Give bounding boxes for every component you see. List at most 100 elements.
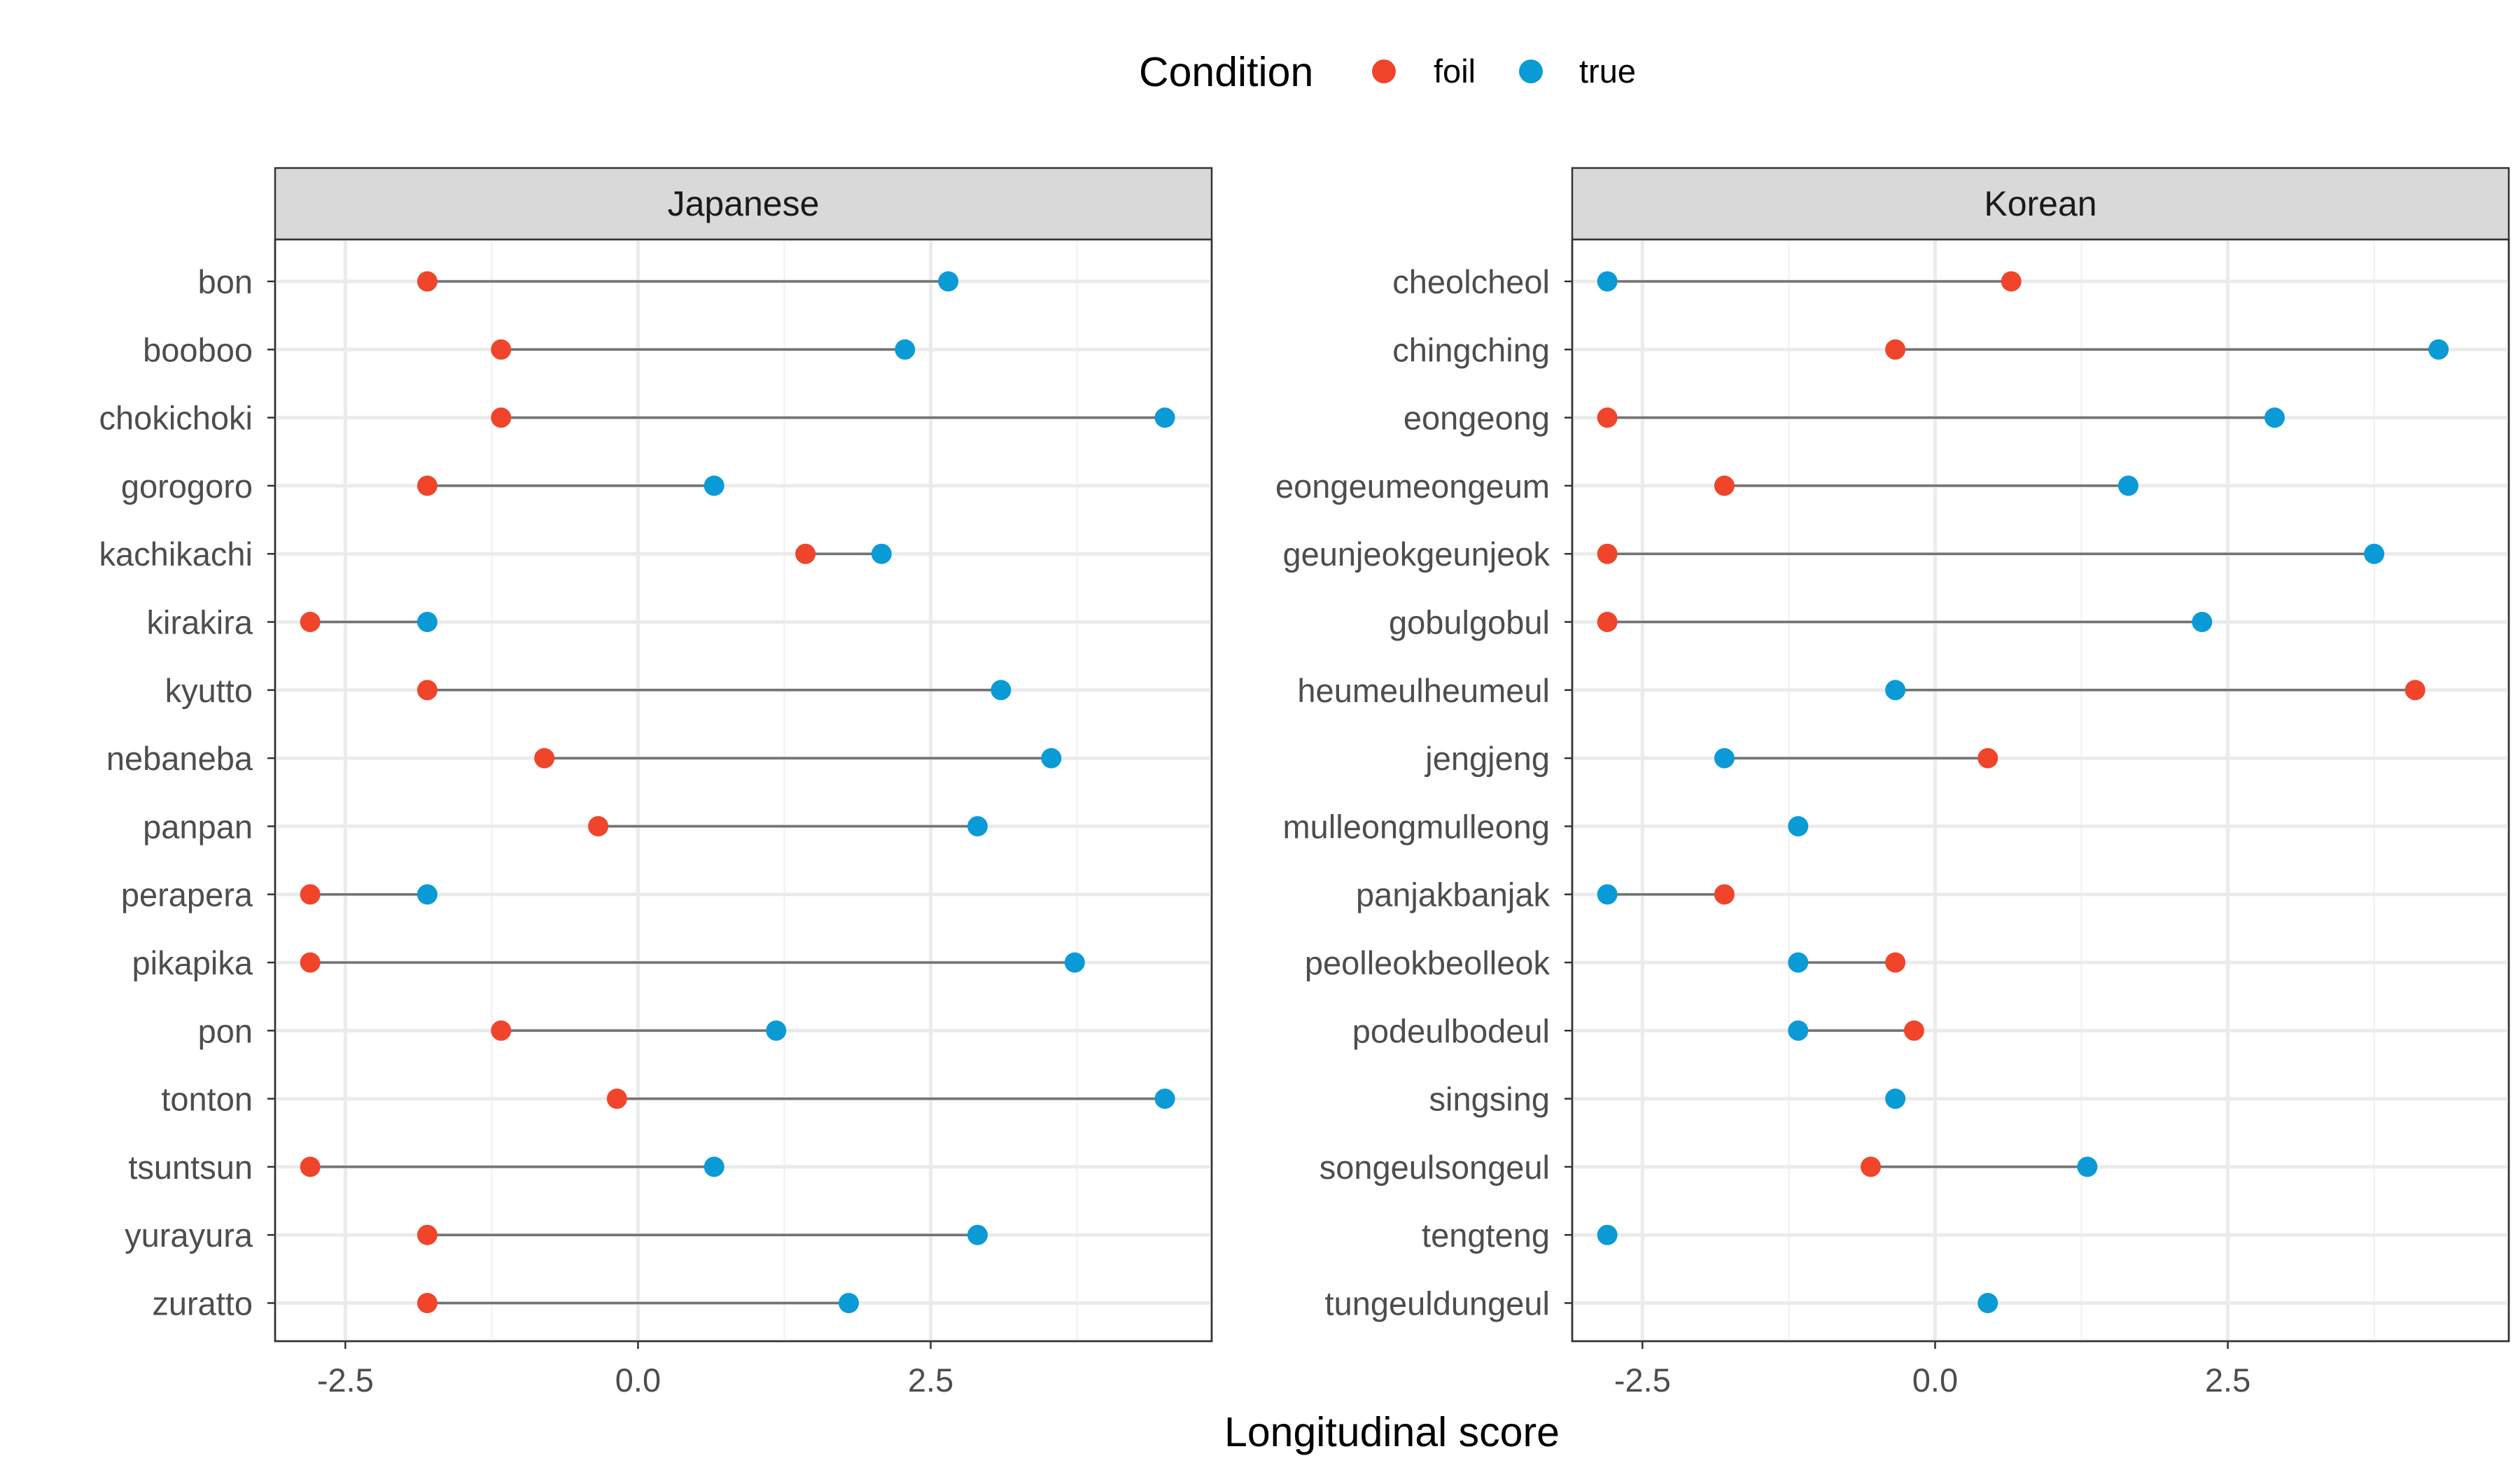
- point-foil-kyutto: [416, 680, 438, 701]
- legend-label-foil: foil: [1434, 52, 1476, 90]
- point-true-podeulbodeul: [1788, 1020, 1809, 1041]
- y-tick-label: pon: [198, 1012, 253, 1049]
- point-true-eongeumeongeum: [2118, 475, 2138, 496]
- y-tick-label: chingching: [1392, 331, 1550, 368]
- y-tick-label: chokichoki: [99, 400, 253, 437]
- point-true-eongeong: [2264, 407, 2285, 428]
- point-true-gobulgobul: [2192, 612, 2213, 632]
- y-tick-label: kyutto: [165, 672, 253, 709]
- point-true-tungeuldungeul: [1977, 1293, 1998, 1313]
- legend-title: Condition: [1139, 49, 1313, 95]
- point-foil-chingching: [1885, 339, 1906, 360]
- point-true-booboo: [895, 339, 916, 360]
- point-foil-cheolcheol: [2001, 271, 2022, 292]
- point-true-panjakbanjak: [1597, 884, 1618, 905]
- x-tick-label: -2.5: [317, 1362, 374, 1399]
- point-foil-gobulgobul: [1597, 612, 1618, 632]
- y-tick-label: gorogoro: [121, 468, 253, 505]
- point-true-panpan: [967, 816, 988, 836]
- point-true-peolleokbeolleok: [1788, 952, 1809, 973]
- facet-strip: [1571, 167, 2510, 241]
- point-foil-heumeulheumeul: [2404, 680, 2426, 701]
- point-true-nebaneba: [1041, 748, 1062, 769]
- y-tick-label: kirakira: [147, 604, 253, 641]
- y-tick-label: mulleongmulleong: [1283, 808, 1550, 845]
- point-foil-panjakbanjak: [1714, 884, 1735, 905]
- legend: Condition foil true: [1139, 49, 1636, 95]
- point-true-tengteng: [1597, 1224, 1618, 1245]
- y-tick-label: tsuntsun: [128, 1149, 253, 1186]
- point-true-perapera: [416, 884, 438, 905]
- point-true-kyutto: [990, 680, 1011, 701]
- y-tick-label: tengteng: [1422, 1217, 1550, 1254]
- panels: Japanese bon booboo chokichoki gorogoro kachi…: [99, 167, 2510, 1399]
- facet-title: Japanese: [668, 184, 820, 223]
- y-tick-label: gobulgobul: [1389, 604, 1550, 641]
- point-foil-booboo: [491, 339, 512, 360]
- point-true-tonton: [1154, 1088, 1175, 1110]
- y-tick-label: eongeumeongeum: [1275, 468, 1550, 505]
- point-foil-kirakira: [300, 612, 321, 632]
- point-true-songeulsongeul: [2077, 1156, 2098, 1177]
- point-foil-eongeong: [1597, 407, 1618, 428]
- point-foil-gorogoro: [416, 475, 438, 496]
- y-tick-label: cheolcheol: [1392, 263, 1550, 300]
- point-foil-songeulsongeul: [1860, 1156, 1881, 1177]
- point-foil-panpan: [588, 816, 609, 836]
- point-foil-podeulbodeul: [1903, 1020, 1924, 1041]
- x-tick-label: 2.5: [2205, 1362, 2250, 1399]
- x-tick-label: 0.0: [615, 1362, 661, 1399]
- facet-strip: [274, 167, 1213, 241]
- point-foil-eongeumeongeum: [1714, 475, 1735, 496]
- y-tick-label: kachikachi: [99, 536, 253, 573]
- point-foil-tonton: [606, 1088, 627, 1110]
- panel-background: [274, 238, 1213, 1343]
- point-foil-zuratto: [416, 1293, 438, 1313]
- panel-korean: Korean cheolcheol chingching eongeong eongeu…: [1275, 167, 2510, 1399]
- y-tick-label: perapera: [121, 876, 253, 913]
- legend-key-foil: [1372, 59, 1396, 83]
- point-true-chokichoki: [1154, 407, 1175, 428]
- point-foil-pikapika: [300, 952, 321, 973]
- point-foil-tsuntsun: [300, 1156, 321, 1177]
- y-tick-label: panjakbanjak: [1356, 876, 1550, 913]
- point-true-jengjeng: [1714, 748, 1735, 769]
- x-tick-label: -2.5: [1614, 1362, 1671, 1399]
- point-true-tsuntsun: [704, 1156, 724, 1177]
- legend-label-true: true: [1579, 52, 1636, 90]
- y-tick-label: heumeulheumeul: [1297, 672, 1550, 709]
- y-tick-label: panpan: [143, 808, 253, 845]
- x-tick-label: 2.5: [908, 1362, 953, 1399]
- point-foil-yurayura: [416, 1224, 438, 1245]
- point-true-mulleongmulleong: [1788, 816, 1809, 836]
- y-tick-label: tonton: [161, 1081, 253, 1118]
- y-tick-label: nebaneba: [106, 740, 253, 777]
- point-true-bon: [938, 271, 959, 292]
- panel-background: [1571, 238, 2510, 1343]
- point-true-pikapika: [1064, 952, 1085, 973]
- x-tick-label: 0.0: [1912, 1362, 1958, 1399]
- point-true-pon: [766, 1020, 787, 1041]
- y-tick-label: yurayura: [125, 1217, 253, 1254]
- legend-key-true: [1519, 59, 1543, 83]
- point-foil-peolleokbeolleok: [1885, 952, 1906, 973]
- facet-title: Korean: [1984, 184, 2096, 223]
- point-true-kachikachi: [871, 543, 892, 564]
- point-foil-geunjeokgeunjeok: [1597, 543, 1618, 564]
- y-tick-label: pikapika: [132, 944, 253, 981]
- y-tick-label: songeulsongeul: [1320, 1149, 1550, 1186]
- point-true-cheolcheol: [1597, 271, 1618, 292]
- point-true-singsing: [1885, 1088, 1906, 1110]
- panel-japanese: Japanese bon booboo chokichoki gorogoro kachi…: [99, 167, 1213, 1399]
- y-tick-label: peolleokbeolleok: [1305, 944, 1550, 981]
- point-true-zuratto: [839, 1293, 860, 1313]
- point-foil-jengjeng: [1977, 748, 1998, 769]
- point-true-gorogoro: [704, 475, 724, 496]
- y-tick-label: zuratto: [152, 1285, 253, 1322]
- y-tick-label: bon: [198, 263, 253, 300]
- y-tick-label: jengjeng: [1424, 740, 1550, 777]
- point-foil-nebaneba: [534, 748, 555, 769]
- point-true-chingching: [2428, 339, 2449, 360]
- y-tick-label: tungeuldungeul: [1325, 1285, 1550, 1322]
